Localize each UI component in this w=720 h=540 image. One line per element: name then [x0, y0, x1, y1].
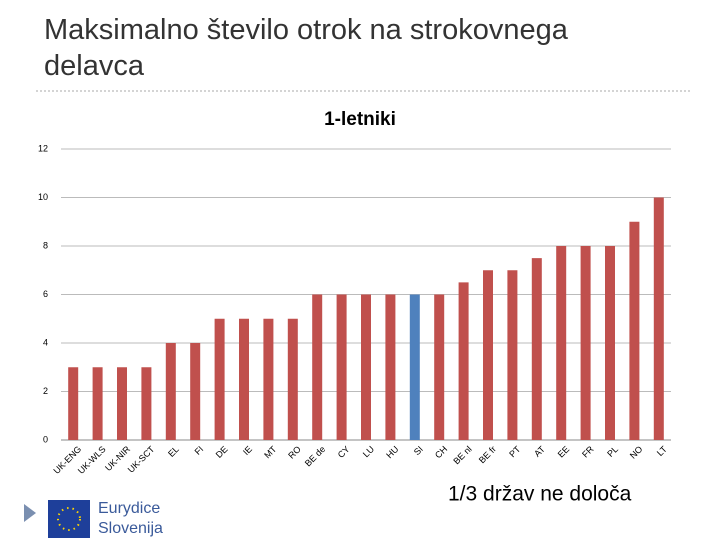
title-line: Maksimalno število otrok na strokovnega [44, 14, 569, 46]
y-tick-label: 12 [38, 143, 48, 153]
x-tick-label: UK-SCT [126, 444, 157, 475]
x-tick-label: PL [605, 444, 620, 459]
bar [141, 367, 152, 440]
y-tick-label: 0 [43, 434, 48, 444]
x-tick-label: EL [166, 444, 181, 459]
x-tick-label: LT [655, 444, 669, 458]
bar [531, 258, 542, 440]
x-tick-label: IE [241, 444, 254, 457]
x-tick-label: HU [384, 444, 400, 460]
x-tick-label: FR [580, 444, 596, 460]
bar [214, 318, 225, 440]
bar [287, 318, 298, 440]
x-tick-label: FI [193, 444, 206, 457]
logo: Eurydice Slovenija [24, 500, 163, 538]
bar [409, 294, 420, 440]
arrow-icon [24, 504, 36, 522]
y-tick-label: 4 [43, 337, 48, 347]
bar [434, 294, 445, 440]
x-tick-label: CY [336, 444, 352, 460]
x-tick-label: DE [214, 444, 230, 460]
y-tick-label: 6 [43, 289, 48, 299]
bar [190, 343, 201, 440]
bar [556, 246, 567, 440]
x-tick-label: AT [532, 444, 547, 459]
x-tick-label: LU [361, 444, 376, 459]
bar [605, 246, 615, 440]
logo-name: Eurydice [98, 500, 160, 517]
x-tick-label: PT [507, 444, 523, 460]
bar [653, 197, 664, 440]
bar [117, 367, 127, 440]
y-tick-label: 10 [38, 192, 48, 202]
bar [263, 318, 274, 440]
x-tick-label: BE nl [451, 444, 473, 466]
eu-stars [57, 507, 81, 531]
x-tick-label: CH [433, 444, 449, 460]
x-tick-label: BE fr [477, 444, 498, 465]
title-line: delavca [44, 50, 145, 82]
bar [336, 294, 347, 440]
bar [361, 294, 371, 440]
bar [629, 221, 640, 440]
x-tick-label: EE [556, 444, 572, 460]
bar [385, 294, 396, 440]
bar [68, 367, 79, 440]
x-tick-label: BE de [303, 444, 327, 468]
bar [239, 318, 249, 440]
bar [507, 270, 518, 440]
bar [580, 246, 591, 440]
chart-title: 1-letniki [324, 109, 396, 130]
bar [483, 270, 493, 440]
x-tick-label: MT [262, 444, 279, 461]
bar [458, 282, 469, 440]
logo-country: Slovenija [98, 520, 163, 537]
y-tick-label: 2 [43, 386, 48, 396]
x-tick-label: NO [628, 444, 645, 461]
slide-title-line1: Maksimalno število otrok na strokovnega d… [44, 14, 569, 82]
annotation: 1/3 držav ne določa [448, 483, 632, 506]
eu-flag [48, 500, 90, 538]
y-tick-label: 8 [43, 240, 48, 250]
bar [92, 367, 103, 440]
x-tick-label: RO [286, 444, 303, 461]
bar [312, 294, 323, 440]
x-tick-label: SI [412, 444, 425, 457]
bar [165, 343, 176, 440]
